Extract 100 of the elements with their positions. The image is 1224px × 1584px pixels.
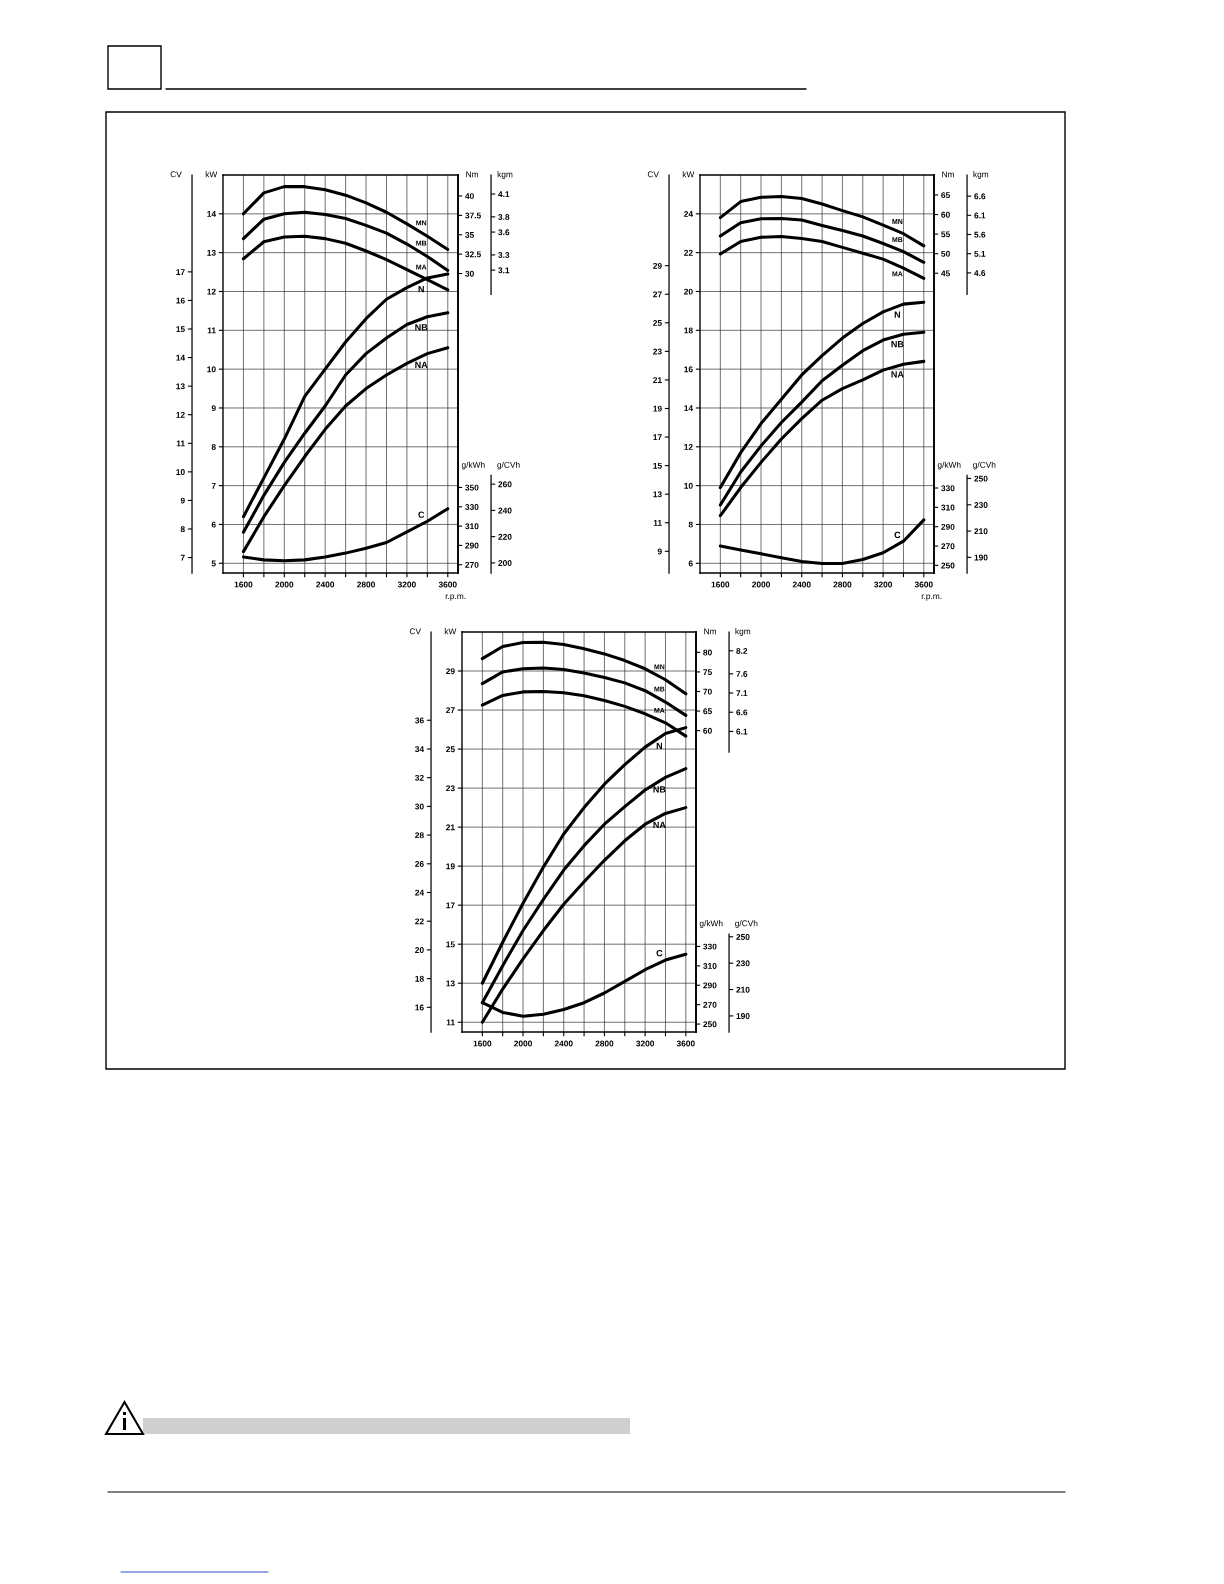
y2-tick-label: 50	[941, 250, 950, 257]
series-label: NB	[653, 786, 666, 793]
y3-tick-label: 3.1	[498, 267, 510, 274]
y3-tick-label: 6.6	[974, 193, 986, 200]
series-label: NB	[891, 341, 904, 348]
y-tick-label: 24	[684, 211, 694, 217]
line-series	[718, 359, 926, 518]
y3-tick-label: 190	[736, 1013, 750, 1020]
y3-tick-label: 200	[498, 560, 512, 566]
y2-tick-label: 330	[703, 943, 717, 950]
y2-tick-label: 270	[465, 561, 479, 568]
y2-tick-label: 37.5	[465, 212, 481, 219]
y2-tick-label: 350	[465, 484, 479, 491]
y3-tick-label: 4.1	[498, 191, 510, 198]
y-tick-label: 22	[684, 249, 693, 256]
y2-tick-label: 24	[415, 889, 425, 896]
x-tick-label: 3200	[397, 581, 416, 588]
y2-tick-label: 30	[415, 803, 424, 810]
y3-tick-label: 210	[736, 986, 750, 993]
y2-tick-label: 36	[415, 717, 424, 724]
y3-tick-label: 5.1	[974, 250, 986, 257]
y2-tick-label: 55	[941, 231, 950, 238]
y3-axis-title: kgm	[973, 171, 989, 179]
y2-tick-label: 310	[703, 963, 717, 969]
y2-axis-title: g/kWh	[461, 461, 485, 470]
y2-tick-label: 26	[415, 860, 424, 867]
series-label: N	[418, 285, 424, 293]
y2-tick-label: 9	[657, 548, 662, 555]
y2-axis-title: CV	[170, 171, 182, 178]
y3-tick-label: 220	[498, 533, 512, 540]
y-tick-label: 11	[207, 327, 216, 334]
y3-tick-label: 4.6	[974, 270, 986, 276]
y-tick-label: 21	[446, 824, 455, 831]
y3-tick-label: 250	[974, 475, 988, 482]
y3-tick-label: 210	[974, 528, 988, 535]
series-label: C	[656, 949, 663, 957]
y2-tick-label: 270	[703, 1001, 717, 1008]
x-tick-label: 2400	[316, 581, 335, 588]
y2-tick-label: 32.5	[465, 251, 481, 258]
y2-tick-label: 60	[703, 727, 712, 734]
line-series	[718, 234, 926, 280]
x-tick-label: 2800	[595, 1040, 614, 1047]
y3-tick-label: 6.1	[736, 728, 748, 735]
y2-axis-title: Nm	[466, 171, 479, 178]
y3-tick-label: 3.8	[498, 214, 510, 220]
y2-tick-label: 14	[176, 354, 186, 361]
y-tick-label: 12	[207, 288, 216, 295]
y2-tick-label: 270	[941, 543, 955, 550]
series-label: N	[894, 311, 901, 318]
y2-tick-label: 29	[653, 262, 662, 269]
y3-tick-label: 6.6	[736, 709, 748, 716]
line-series	[718, 330, 926, 507]
y3-tick-label: 230	[736, 960, 750, 967]
y2-axis-title: CV	[409, 628, 421, 635]
y3-tick-label: 3.6	[498, 229, 510, 236]
line-series	[241, 185, 450, 252]
y-tick-label: 29	[446, 668, 455, 675]
y2-tick-label: 17	[653, 434, 662, 441]
y2-tick-label: 13	[653, 491, 662, 498]
y2-tick-label: 27	[653, 291, 662, 298]
y2-tick-label: 13	[176, 383, 185, 390]
line-series	[480, 666, 688, 717]
y2-tick-label: 22	[415, 918, 424, 925]
y2-tick-label: 20	[415, 947, 424, 954]
y-tick-label: 20	[684, 288, 693, 295]
y2-tick-label: 19	[653, 405, 662, 412]
y2-tick-label: 330	[465, 503, 479, 510]
y2-tick-label: 34	[415, 746, 425, 753]
y3-axis-title: kgm	[735, 628, 751, 636]
y2-tick-label: 330	[941, 485, 955, 492]
y2-tick-label: 23	[653, 348, 662, 355]
y2-tick-label: 310	[941, 504, 955, 511]
y2-tick-label: 290	[941, 523, 955, 530]
x-tick-label: 3200	[636, 1040, 655, 1047]
line-series	[241, 311, 450, 534]
series-label: C	[894, 531, 901, 539]
y2-tick-label: 17	[176, 269, 185, 275]
y3-tick-label: 230	[974, 501, 988, 508]
y2-tick-label: 45	[941, 270, 950, 277]
series-label: C	[418, 511, 425, 518]
y2-tick-label: 290	[703, 982, 717, 989]
y2-tick-label: 16	[415, 1004, 424, 1011]
y2-tick-label: 21	[653, 377, 662, 383]
y-tick-label: 19	[446, 863, 455, 870]
y2-tick-label: 12	[176, 411, 185, 418]
line-series	[241, 346, 450, 554]
y2-tick-label: 10	[176, 469, 185, 475]
y3-tick-label: 7.6	[736, 671, 748, 677]
y2-tick-label: 32	[415, 774, 424, 781]
y-tick-label: 14	[207, 211, 217, 217]
y-tick-label: 8	[688, 521, 693, 528]
series-label: N	[656, 742, 663, 749]
x-tick-label: 2800	[833, 581, 852, 588]
y2-axis-title: CV	[647, 171, 659, 178]
y-tick-label: 6	[688, 560, 693, 567]
series-label: NA	[891, 371, 904, 378]
y3-tick-label: 8.2	[736, 648, 748, 654]
y2-tick-label: 18	[415, 975, 424, 982]
x-tick-label: 1600	[234, 581, 253, 588]
y3-tick-label: 260	[498, 481, 512, 488]
